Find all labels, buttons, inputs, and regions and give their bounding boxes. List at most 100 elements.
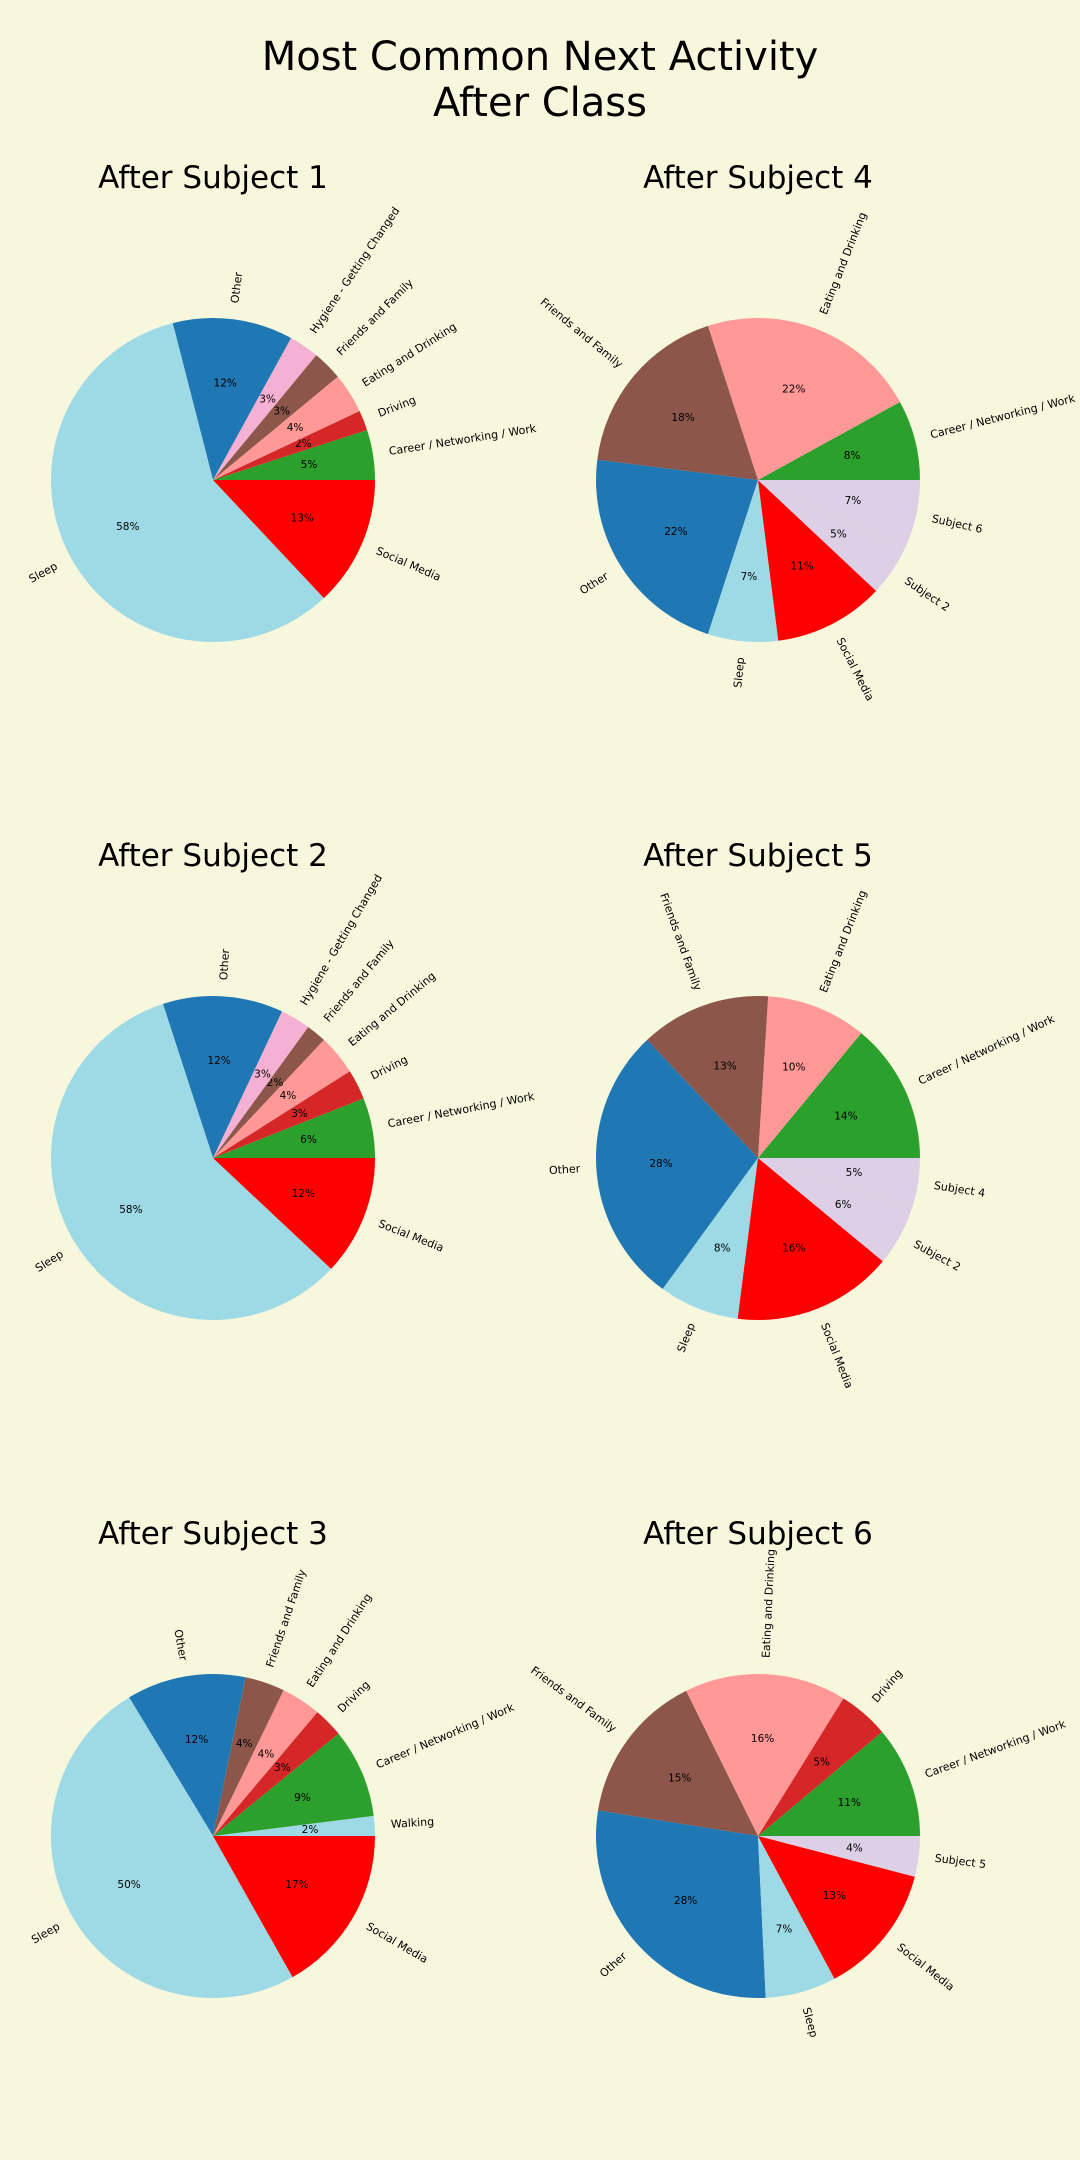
pie-chart-5: After Subject 3 2% Walking 9% Career / Netwo… — [29, 1516, 517, 1999]
slice-category-label: Career / Networking / Work — [388, 422, 538, 458]
slice-category-label: Eating and Drinking — [304, 1591, 374, 1690]
slice-percent-label: 28% — [674, 1895, 697, 1907]
slice-percent-label: 3% — [259, 394, 276, 406]
slice-category-label: Eating and Drinking — [360, 320, 459, 389]
slice-category-label: Driving — [335, 1678, 372, 1715]
pie-slice-sleep — [662, 1158, 758, 1319]
slice-category-label: Driving — [369, 1053, 410, 1083]
slice-category-label: Career / Networking / Work — [374, 1701, 517, 1772]
pie-slice-walking — [213, 1815, 375, 1836]
slice-percent-label: 50% — [117, 1879, 140, 1891]
pie-slice-friends-and-family — [213, 1026, 324, 1158]
slice-category-label: Other — [171, 1628, 189, 1661]
slice-percent-label: 3% — [291, 1108, 308, 1120]
pie-slice-sleep — [758, 1836, 835, 1998]
pie-slice-social-media — [737, 1158, 883, 1320]
pie-slice-subject-2 — [758, 480, 905, 591]
slice-percent-label: 5% — [846, 1167, 863, 1179]
slice-category-label: Other — [577, 569, 611, 597]
slice-percent-label: 8% — [714, 1242, 731, 1254]
slice-category-label: Sleep — [33, 1248, 66, 1275]
slice-category-label: Hygiene - Getting Changed — [307, 205, 402, 336]
pie-slice-social-media — [213, 480, 375, 599]
slice-category-label: Subject 5 — [934, 1852, 987, 1871]
chart-title: After Subject 3 — [98, 1516, 328, 1552]
pie-slice-hygiene-getting-changed — [213, 1011, 309, 1158]
slice-percent-label: 10% — [782, 1062, 805, 1074]
slice-percent-label: 58% — [116, 521, 139, 533]
slice-percent-label: 12% — [214, 378, 237, 390]
slice-percent-label: 2% — [267, 1077, 284, 1089]
slice-percent-label: 7% — [776, 1924, 793, 1936]
pie-slice-eating-and-drinking — [213, 376, 360, 480]
slice-percent-label: 7% — [741, 571, 758, 583]
slice-category-label: Subject 4 — [933, 1179, 986, 1200]
pie-slice-career-networking-work — [758, 401, 920, 480]
slice-category-label: Other — [549, 1162, 581, 1177]
slice-percent-label: 12% — [207, 1055, 230, 1067]
slice-category-label: Social Media — [894, 1941, 956, 1994]
slice-percent-label: 22% — [664, 526, 687, 538]
pie-slice-other — [172, 318, 292, 480]
pie-slice-career-networking-work — [213, 429, 375, 480]
slice-category-label: Friends and Family — [538, 296, 626, 372]
pie-slice-sleep — [707, 480, 779, 642]
slice-percent-label: 4% — [287, 422, 304, 434]
pie-slice-hygiene-getting-changed — [213, 338, 317, 480]
pie-slice-friends-and-family — [597, 325, 758, 480]
figure-title-line-2: After Class — [432, 80, 647, 126]
slice-category-label: Walking — [390, 1815, 434, 1831]
slice-percent-label: 3% — [274, 1762, 291, 1774]
slice-percent-label: 2% — [295, 438, 312, 450]
pie-slice-career-networking-work — [758, 1731, 920, 1836]
slice-percent-label: 5% — [813, 1757, 830, 1769]
pie-chart-2: After Subject 4 8% Career / Networking / W… — [538, 160, 1077, 703]
pie-slice-social-media — [758, 1836, 915, 1979]
slice-percent-label: 4% — [258, 1749, 275, 1761]
pie-slice-driving — [213, 1071, 364, 1158]
slice-percent-label: 14% — [834, 1111, 857, 1123]
chart-title: After Subject 6 — [643, 1516, 873, 1552]
slice-category-label: Social Media — [834, 636, 877, 704]
slice-percent-label: 4% — [846, 1842, 863, 1854]
slice-category-label: Social Media — [818, 1321, 856, 1390]
pie-slice-subject-5 — [758, 1836, 920, 1877]
slice-percent-label: 6% — [300, 1134, 317, 1146]
slice-percent-label: 6% — [835, 1199, 852, 1211]
pie-slice-eating-and-drinking — [758, 996, 862, 1158]
pie-slice-sleep — [50, 1003, 332, 1321]
slice-percent-label: 8% — [844, 450, 861, 462]
slice-category-label: Eating and Drinking — [760, 1549, 778, 1659]
slice-category-label: Subject 6 — [931, 512, 984, 536]
slice-category-label: Sleep — [675, 1321, 698, 1354]
slice-percent-label: 17% — [285, 1879, 308, 1891]
slice-category-label: Driving — [869, 1667, 905, 1705]
chart-title: After Subject 2 — [98, 838, 328, 874]
slice-category-label: Other — [217, 948, 232, 980]
pie-slice-driving — [213, 1712, 339, 1836]
slice-percent-label: 12% — [185, 1734, 208, 1746]
pie-slice-eating-and-drinking — [213, 1690, 318, 1836]
slice-percent-label: 15% — [668, 1772, 691, 1784]
pie-chart-3: After Subject 2 6% Career / Networking / W… — [33, 838, 536, 1321]
pie-slice-eating-and-drinking — [213, 1039, 350, 1158]
slice-category-label: Career / Networking / Work — [916, 1012, 1057, 1087]
slice-category-label: Eating and Drinking — [817, 888, 869, 994]
pie-slice-friends-and-family — [213, 1677, 284, 1836]
pie-slice-sleep — [50, 1697, 293, 1999]
pie-slice-social-media — [213, 1158, 375, 1269]
pie-slice-friends-and-family — [598, 1690, 758, 1836]
slice-percent-label: 11% — [790, 561, 813, 573]
slice-percent-label: 28% — [649, 1158, 672, 1170]
pie-slice-subject-2 — [758, 1158, 913, 1262]
slice-percent-label: 13% — [291, 513, 314, 525]
slice-percent-label: 7% — [845, 495, 862, 507]
figure-title-line-1: Most Common Next Activity — [261, 34, 819, 80]
slice-category-label: Sleep — [800, 2006, 821, 2039]
slice-percent-label: 5% — [301, 459, 318, 471]
slice-category-label: Subject 2 — [911, 1238, 963, 1274]
slice-percent-label: 58% — [119, 1204, 142, 1216]
pie-slice-other — [596, 459, 758, 635]
